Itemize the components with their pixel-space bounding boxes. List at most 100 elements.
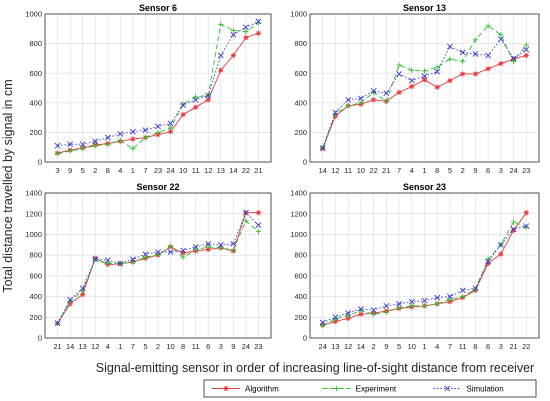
x-tick-label: 7 bbox=[448, 342, 452, 351]
x-tick-label: 14 bbox=[229, 166, 237, 175]
y-tick-label: 1000 bbox=[290, 10, 307, 19]
data-point-experiment bbox=[92, 143, 98, 149]
data-point-simulation bbox=[192, 96, 199, 103]
data-point-simulation-stroke bbox=[510, 226, 517, 233]
data-point-simulation bbox=[255, 18, 262, 25]
data-point-simulation-stroke bbox=[447, 293, 453, 300]
y-tick-label: 600 bbox=[29, 69, 42, 78]
y-tick-label: 800 bbox=[294, 251, 307, 260]
data-point-experiment bbox=[180, 101, 186, 107]
data-point-simulation bbox=[447, 43, 453, 50]
y-tick-label: 200 bbox=[29, 313, 42, 322]
x-tick-label: 12 bbox=[331, 166, 339, 175]
data-point-experiment bbox=[167, 125, 174, 131]
x-tick-label: 13 bbox=[78, 342, 86, 351]
data-point-simulation-stroke bbox=[459, 49, 466, 56]
data-point-simulation bbox=[357, 95, 364, 102]
data-point-simulation-stroke bbox=[217, 241, 224, 248]
data-point-simulation-stroke bbox=[345, 96, 352, 103]
data-point-algorithm bbox=[460, 71, 466, 77]
x-tick-label: 12 bbox=[91, 342, 99, 351]
x-tick-label: 2 bbox=[93, 166, 97, 175]
data-point-algorithm bbox=[523, 210, 529, 216]
data-point-algorithm bbox=[371, 97, 377, 103]
data-point-simulation bbox=[383, 302, 390, 309]
data-point-algorithm bbox=[255, 210, 262, 216]
legend-marker-experiment bbox=[334, 385, 340, 392]
data-point-simulation bbox=[421, 73, 428, 80]
panel-1: 3 9 5 2 8 4 1 7 23 24 10 11 12 13 14 22 21 0 200 400 600 800 1… bbox=[25, 3, 272, 175]
x-tick-label: 12 bbox=[344, 342, 352, 351]
data-point-experiment bbox=[371, 311, 377, 317]
data-point-simulation-stroke bbox=[117, 130, 124, 137]
data-point-algorithm bbox=[167, 129, 174, 135]
data-point-simulation bbox=[459, 49, 466, 56]
x-tick-label: 5 bbox=[81, 166, 85, 175]
data-point-simulation-stroke bbox=[357, 306, 364, 312]
data-point-simulation-stroke bbox=[319, 145, 326, 151]
data-point-simulation-stroke bbox=[104, 257, 111, 264]
data-point-simulation bbox=[459, 287, 466, 294]
data-point-simulation-stroke bbox=[357, 95, 364, 102]
data-point-experiment bbox=[472, 37, 478, 43]
data-point-simulation bbox=[155, 123, 161, 130]
data-point-simulation bbox=[79, 285, 86, 292]
data-point-simulation-stroke bbox=[242, 209, 249, 216]
x-tick-label: 13 bbox=[331, 342, 339, 351]
data-point-simulation bbox=[242, 209, 249, 216]
data-point-simulation bbox=[192, 243, 199, 250]
x-tick-label: 23 bbox=[154, 166, 162, 175]
data-point-simulation-stroke bbox=[167, 120, 174, 127]
data-point-simulation bbox=[396, 300, 402, 307]
x-tick-label: 14 bbox=[66, 342, 74, 351]
data-point-simulation-stroke bbox=[421, 73, 428, 80]
legend-marker-algorithm-stroke bbox=[223, 386, 229, 391]
data-point-simulation-stroke bbox=[332, 314, 339, 321]
legend-marker-simulation-stroke bbox=[444, 385, 451, 392]
x-tick-label: 11 bbox=[344, 166, 352, 175]
data-point-simulation-stroke bbox=[230, 31, 237, 38]
data-point-experiment bbox=[460, 58, 466, 64]
x-tick-label: 8 bbox=[435, 166, 439, 175]
data-point-simulation-stroke bbox=[180, 102, 187, 108]
data-point-algorithm-stroke bbox=[434, 84, 440, 90]
data-point-simulation-stroke bbox=[523, 46, 530, 53]
panel-title: Sensor 22 bbox=[136, 182, 179, 192]
data-point-simulation-stroke bbox=[255, 222, 262, 229]
x-tick-label: 6 bbox=[486, 342, 490, 351]
panel-title: Sensor 23 bbox=[403, 182, 446, 192]
y-tick-label: 400 bbox=[294, 98, 307, 107]
x-tick-label: 2 bbox=[372, 342, 376, 351]
x-tick-label: 3 bbox=[499, 166, 503, 175]
data-point-simulation-stroke bbox=[192, 96, 199, 103]
data-point-experiment bbox=[230, 27, 236, 33]
data-point-algorithm-stroke bbox=[396, 90, 402, 95]
data-point-experiment bbox=[447, 56, 453, 62]
panel-3: 21 14 13 12 4 1 7 5 2 10 8 11 6 3 9 24 23 0 200 400 600 800 10… bbox=[25, 182, 272, 351]
data-point-simulation bbox=[129, 128, 136, 135]
data-point-simulation bbox=[472, 51, 479, 57]
y-tick-label: 800 bbox=[29, 251, 42, 260]
data-point-algorithm bbox=[523, 52, 529, 59]
data-point-simulation-stroke bbox=[319, 319, 326, 326]
data-point-simulation-stroke bbox=[396, 71, 402, 77]
panels: 3 9 5 2 8 4 1 7 23 24 10 11 12 13 14 22 2102004006008001… bbox=[25, 3, 540, 351]
plot-frame bbox=[309, 192, 540, 339]
x-tick-label: 6 bbox=[206, 342, 210, 351]
legend-label-simulation: Simulation bbox=[466, 384, 503, 393]
data-point-simulation-stroke bbox=[497, 36, 504, 43]
data-point-simulation bbox=[319, 145, 326, 151]
data-point-simulation-stroke bbox=[155, 123, 161, 130]
panel-title: Sensor 6 bbox=[139, 3, 177, 13]
data-point-algorithm bbox=[498, 60, 504, 67]
data-point-simulation bbox=[180, 102, 187, 108]
x-tick-label: 24 bbox=[166, 166, 174, 175]
data-point-simulation bbox=[67, 296, 74, 303]
x-tick-label: 3 bbox=[55, 166, 59, 175]
series-line-simulation bbox=[322, 38, 527, 149]
data-point-algorithm-stroke bbox=[409, 84, 415, 89]
data-point-simulation bbox=[332, 109, 339, 116]
data-point-simulation-stroke bbox=[205, 92, 212, 99]
data-point-simulation-stroke bbox=[370, 307, 377, 313]
data-point-algorithm bbox=[230, 52, 236, 59]
